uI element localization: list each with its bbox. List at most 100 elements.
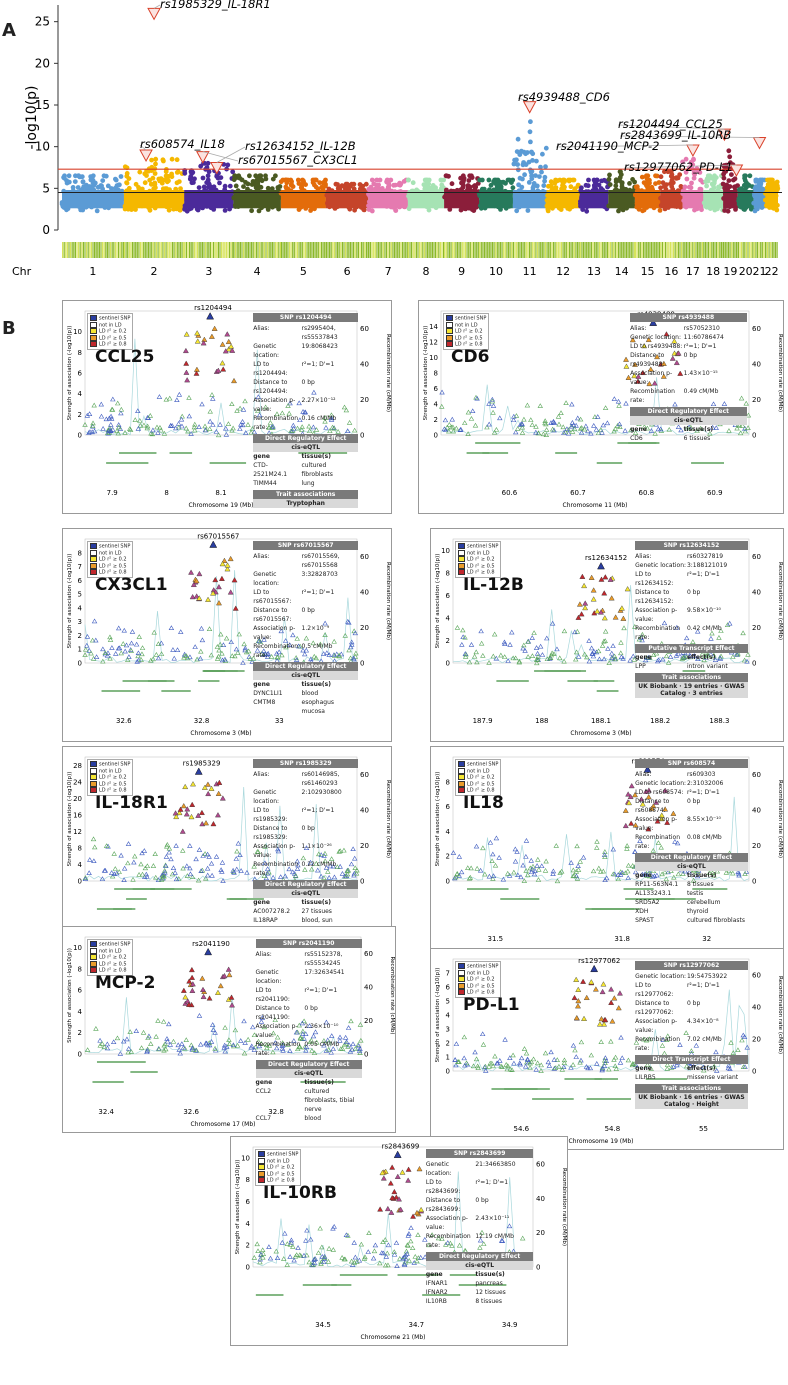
snp-point	[320, 651, 327, 656]
manhattan-point	[641, 207, 647, 213]
manhattan-point	[683, 156, 689, 162]
snp-point	[614, 423, 621, 428]
snp-point	[161, 1047, 167, 1053]
y-tick-label: 4	[446, 614, 451, 622]
density-tick	[63, 242, 65, 258]
snp-point	[415, 1232, 421, 1237]
ld-point	[635, 373, 642, 379]
y-tick-label: 7	[446, 970, 450, 978]
ld-point	[599, 988, 606, 995]
density-tick	[541, 242, 543, 258]
legend-item: sentinel SNP	[90, 761, 130, 768]
snp-point	[394, 1263, 400, 1268]
snp-point	[449, 416, 455, 422]
snp-point	[490, 409, 496, 415]
snp-point	[124, 1036, 130, 1042]
snp-point	[505, 1063, 511, 1068]
density-tick	[243, 242, 245, 258]
info-table-row: IFNAR1 pancreas	[426, 1279, 534, 1288]
manhattan-point	[752, 208, 758, 214]
chr-label-18: 18	[706, 265, 720, 278]
y2-tick-label: 40	[752, 361, 761, 369]
snp-point	[275, 846, 281, 852]
snp-point	[563, 400, 569, 406]
density-tick	[211, 242, 213, 258]
manhattan-point	[586, 177, 591, 183]
density-tick	[198, 242, 200, 258]
snp-point	[242, 647, 248, 653]
y-tick-label: 28	[73, 762, 82, 770]
density-tick	[216, 242, 218, 258]
y-tick-label: 6	[246, 1198, 251, 1206]
density-tick	[393, 242, 396, 258]
snp-point	[345, 618, 351, 624]
density-tick	[181, 242, 183, 258]
snp-point	[248, 429, 254, 435]
snp-point	[192, 421, 198, 427]
snp-point	[743, 868, 750, 874]
snp-point	[105, 843, 111, 849]
y2-tick-label: 0	[360, 432, 364, 440]
density-tick	[62, 242, 64, 258]
snp-point	[523, 1050, 530, 1056]
snp-point	[708, 635, 714, 641]
snp-point	[237, 405, 243, 411]
snp-point	[293, 1029, 300, 1035]
ld-point	[194, 338, 201, 344]
snp-point	[328, 415, 335, 421]
info-value: 0 bp	[301, 379, 315, 386]
density-tick	[288, 242, 291, 258]
snp-point	[690, 877, 697, 883]
ld-point	[609, 1018, 616, 1024]
y2-tick-label: 40	[360, 589, 369, 597]
snp-point	[127, 427, 134, 432]
density-tick	[463, 242, 465, 258]
density-tick	[700, 242, 702, 258]
ld-point	[219, 341, 226, 347]
manhattan-point	[439, 185, 445, 191]
snp-point	[234, 408, 240, 413]
snp-point	[293, 1252, 300, 1257]
snp-point	[568, 1064, 574, 1070]
info-gene: gene	[635, 1065, 652, 1072]
manhattan-point	[200, 175, 206, 181]
density-tick	[533, 242, 535, 258]
ld-point	[582, 604, 589, 611]
legend-swatch	[458, 549, 465, 556]
snp-point	[261, 648, 267, 654]
x-tick-label: 54.8	[605, 1125, 621, 1133]
snp-point	[600, 422, 607, 428]
snp-point	[108, 428, 114, 434]
snp-point	[114, 400, 121, 406]
legend-swatch	[458, 976, 465, 982]
info-value: 2.27×10⁻¹²	[301, 397, 336, 404]
snp-point	[255, 408, 261, 413]
chromosome-19-band	[723, 190, 738, 209]
ld-point	[654, 818, 661, 824]
ld-point	[664, 819, 671, 825]
manhattan-point	[174, 180, 180, 186]
y2-tick-label: 40	[360, 361, 369, 369]
density-tick	[548, 242, 550, 258]
manhattan-point	[607, 172, 612, 178]
y2-tick-label: 40	[752, 589, 761, 597]
density-tick	[461, 242, 463, 258]
annotation-label: rs608574_IL18	[140, 137, 225, 151]
chr-label-13: 13	[587, 265, 601, 278]
info-value: r²=1; D'=1	[475, 1179, 509, 1186]
snp-point	[624, 845, 630, 851]
info-section: Direct Regulatory Effect	[253, 880, 359, 889]
y-tick-label: 4	[446, 1012, 451, 1020]
snp-point	[139, 850, 145, 856]
snp-point	[110, 396, 116, 402]
annotation-label: rs67015567_CX3CL1	[238, 153, 358, 167]
snp-point	[477, 1237, 484, 1243]
snp-point	[259, 1015, 266, 1020]
info-row: Association p-value: 2.36×10⁻¹⁰	[256, 1022, 362, 1040]
info-section-2: Trait associations	[253, 490, 359, 499]
density-tick	[70, 242, 72, 258]
density-tick	[343, 242, 345, 258]
density-tick	[491, 242, 494, 258]
peak-point	[757, 177, 763, 183]
snp-point	[148, 430, 154, 436]
